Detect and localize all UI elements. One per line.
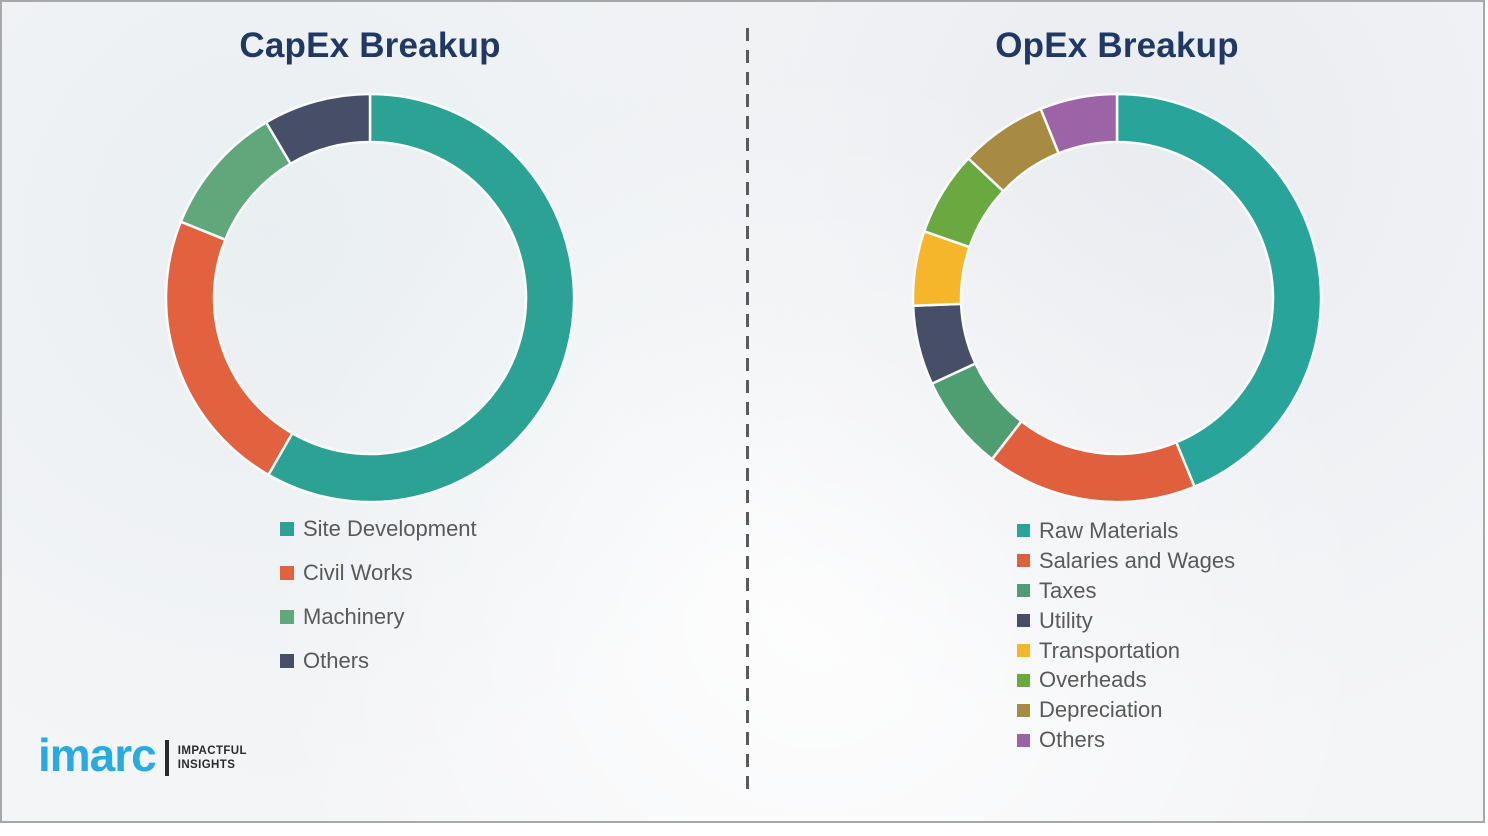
donut-segment-salaries-and-wages: [990, 420, 1196, 504]
logo-tagline-line1: IMPACTFUL: [177, 744, 247, 757]
legend-label: Taxes: [1039, 577, 1097, 603]
legend-item-depreciation: Depreciation: [1017, 695, 1235, 725]
vertical-dashed-divider: [746, 28, 749, 790]
legend-swatch-icon: [1017, 703, 1030, 717]
legend-item-overheads: Overheads: [1017, 665, 1235, 695]
legend-label: Overheads: [1039, 667, 1147, 693]
capex-legend: Site Development Civil Works Machinery Othe…: [280, 507, 477, 683]
legend-label: Raw Materials: [1039, 517, 1179, 543]
legend-item-site-development: Site Development: [280, 507, 477, 551]
legend-swatch-icon: [1017, 614, 1030, 628]
logo-divider-bar: [164, 740, 169, 776]
legend-item-salaries-and-wages: Salaries and Wages: [1017, 546, 1235, 576]
legend-label: Utility: [1039, 607, 1093, 633]
imarc-logo: imarc IMPACTFUL INSIGHTS: [38, 732, 247, 778]
legend-swatch-icon: [280, 566, 294, 580]
legend-label: Transportation: [1039, 637, 1181, 663]
capex-donut-chart: [164, 92, 576, 504]
capex-chart-title: CapEx Breakup: [239, 26, 501, 65]
legend-item-taxes: Taxes: [1017, 576, 1235, 606]
legend-item-others: Others: [1017, 725, 1235, 755]
donut-segment-others: [1039, 92, 1119, 155]
legend-swatch-icon: [1017, 644, 1030, 657]
opex-legend: Raw Materials Salaries and Wages Taxes Util…: [1017, 516, 1235, 755]
legend-item-transportation: Transportation: [1017, 636, 1235, 666]
legend-swatch-icon: [1017, 673, 1030, 687]
legend-label: Others: [1039, 727, 1106, 753]
legend-label: Site Development: [303, 516, 477, 541]
legend-item-others: Others: [280, 639, 477, 683]
legend-item-utility: Utility: [1017, 606, 1235, 636]
legend-swatch-icon: [280, 610, 294, 624]
legend-item-machinery: Machinery: [280, 595, 477, 639]
donut-segment-raw-materials: [1115, 92, 1323, 488]
legend-swatch-icon: [280, 654, 294, 668]
logo-tagline-line2: INSIGHTS: [177, 759, 236, 771]
legend-swatch-icon: [280, 522, 294, 536]
imarc-wordmark: imarc: [38, 729, 157, 781]
donut-segment-others: [264, 92, 372, 165]
legend-swatch-icon: [1017, 584, 1030, 598]
legend-swatch-icon: [1017, 554, 1030, 568]
legend-label: Machinery: [303, 604, 405, 629]
legend-swatch-icon: [1017, 524, 1030, 538]
legend-item-civil-works: Civil Works: [280, 551, 477, 595]
legend-label: Others: [303, 648, 370, 673]
donut-segment-civil-works: [164, 220, 294, 477]
donut-segment-machinery: [179, 121, 292, 241]
legend-label: Salaries and Wages: [1039, 547, 1236, 573]
legend-swatch-icon: [1017, 733, 1030, 747]
opex-donut-chart: [911, 92, 1323, 504]
opex-chart-title: OpEx Breakup: [995, 26, 1239, 65]
legend-label: Civil Works: [303, 560, 413, 585]
legend-item-raw-materials: Raw Materials: [1017, 516, 1235, 546]
donut-segment-site-development: [267, 92, 576, 504]
logo-tagline: IMPACTFUL INSIGHTS: [178, 744, 247, 773]
legend-label: Depreciation: [1039, 697, 1163, 723]
